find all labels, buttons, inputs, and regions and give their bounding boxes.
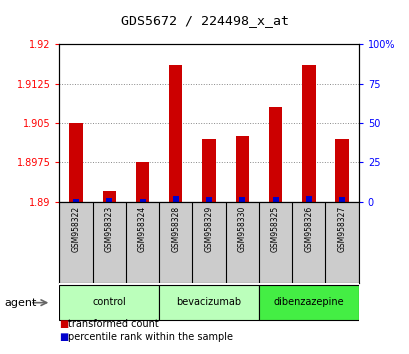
Bar [73,199,79,202]
Text: ■: ■ [59,332,69,342]
Bar [235,136,248,202]
Bar [258,285,358,320]
Bar [136,162,149,202]
Bar [305,196,311,202]
Text: GSM958329: GSM958329 [204,206,213,252]
Text: bevacizumab: bevacizumab [176,297,241,307]
Text: dibenzazepine: dibenzazepine [273,297,343,307]
Text: GSM958327: GSM958327 [337,206,346,252]
Text: GSM958330: GSM958330 [237,206,246,252]
Text: GSM958326: GSM958326 [303,206,312,252]
Text: ■: ■ [59,319,69,329]
Bar [272,197,278,202]
Text: GSM958325: GSM958325 [270,206,279,252]
Bar [139,199,145,202]
Text: GSM958322: GSM958322 [72,206,81,252]
Bar [59,285,159,320]
Bar [301,65,315,202]
Bar [239,197,245,202]
Text: control: control [92,297,126,307]
Bar [173,196,178,202]
Bar [169,65,182,202]
Text: transformed count: transformed count [67,319,158,329]
Bar [159,285,258,320]
Bar [202,139,215,202]
Bar [338,197,344,202]
Bar [268,107,281,202]
Text: GSM958324: GSM958324 [138,206,147,252]
Text: GSM958328: GSM958328 [171,206,180,252]
Bar [335,139,348,202]
Text: GDS5672 / 224498_x_at: GDS5672 / 224498_x_at [121,14,288,27]
Bar [102,191,116,202]
Bar [106,198,112,202]
Bar [69,123,83,202]
Text: percentile rank within the sample: percentile rank within the sample [67,332,232,342]
Text: GSM958323: GSM958323 [105,206,114,252]
Text: agent: agent [4,298,36,308]
Bar [206,197,211,202]
